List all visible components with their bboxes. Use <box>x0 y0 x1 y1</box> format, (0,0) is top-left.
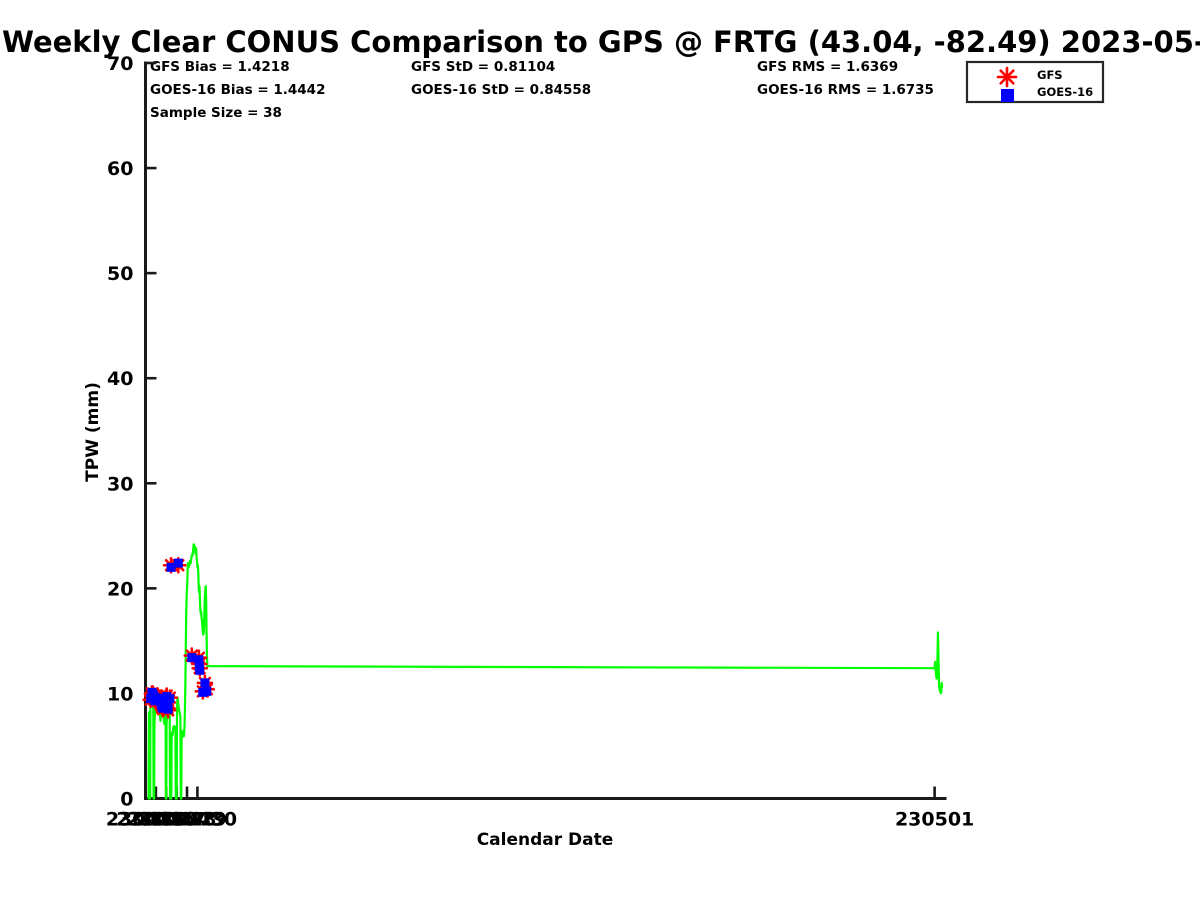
y-tick-label: 20 <box>107 578 133 600</box>
legend-background <box>965 60 1105 104</box>
legend-marker-goes-16 <box>1001 89 1014 102</box>
stat-gfs-bias: GFS Bias = 1.4218 <box>150 59 290 75</box>
legend-label-goes-16: GOES-16 <box>1037 85 1093 99</box>
y-tick-label: 30 <box>107 473 133 495</box>
stat-gfs-rms: GFS RMS = 1.6369 <box>757 59 898 75</box>
stat-goes-bias: GOES-16 Bias = 1.4442 <box>150 82 325 98</box>
goes16-square-marker <box>187 653 197 663</box>
chart-legend[interactable]: GFS GOES-16 <box>965 60 1105 104</box>
stats-annotations: GFS Bias = 1.4218 GFS StD = 0.81104 GFS … <box>150 59 934 121</box>
asterisk-spoke <box>999 69 1015 85</box>
goes16-scatter-series <box>146 558 212 714</box>
x-tick-label: 230427 <box>127 809 206 831</box>
legend-asterisk-icon <box>996 66 1018 88</box>
y-tick-label: 40 <box>107 368 133 390</box>
y-tick-label: 60 <box>107 158 133 180</box>
x-tick-label: 230425 <box>106 809 185 831</box>
stat-goes-std: GOES-16 StD = 0.84558 <box>411 82 591 98</box>
chart-title: Weekly Clear CONUS Comparison to GPS @ F… <box>2 25 1200 59</box>
x-tick-label: 230429 <box>147 809 226 831</box>
y-tick-label: 10 <box>107 683 133 705</box>
y-tick-label: 0 <box>120 789 133 811</box>
stat-gfs-std: GFS StD = 0.81104 <box>411 59 555 75</box>
goes16-square-marker <box>173 558 183 568</box>
legend-marker-gfs <box>996 66 1018 88</box>
y-tick-label: 70 <box>107 53 133 75</box>
legend-square-icon <box>1001 89 1014 102</box>
goes16-square-marker <box>202 686 212 696</box>
stat-goes-rms: GOES-16 RMS = 1.6735 <box>757 82 934 98</box>
goes16-square-marker <box>165 694 175 704</box>
x-tick-label: 230428 <box>137 809 216 831</box>
legend-label-gfs: GFS <box>1037 68 1063 82</box>
goes16-square-marker <box>163 704 173 714</box>
y-tick-label: 50 <box>107 263 133 285</box>
stat-sample-size: Sample Size = 38 <box>150 105 282 121</box>
y-tick-labels: 0 10 20 30 40 50 60 70 <box>107 53 133 811</box>
goes16-square-marker <box>200 678 210 688</box>
x-axis-title: Calendar Date <box>477 830 614 850</box>
x-tick-label: 230426 <box>116 809 195 831</box>
y-axis-title: TPW (mm) <box>83 382 103 482</box>
x-tick-label: 230430 <box>158 809 237 831</box>
goes16-square-marker <box>195 665 205 675</box>
x-tick-label: 230501 <box>895 809 974 831</box>
goes16-square-marker <box>194 655 204 665</box>
goes16-square-marker <box>166 562 176 572</box>
